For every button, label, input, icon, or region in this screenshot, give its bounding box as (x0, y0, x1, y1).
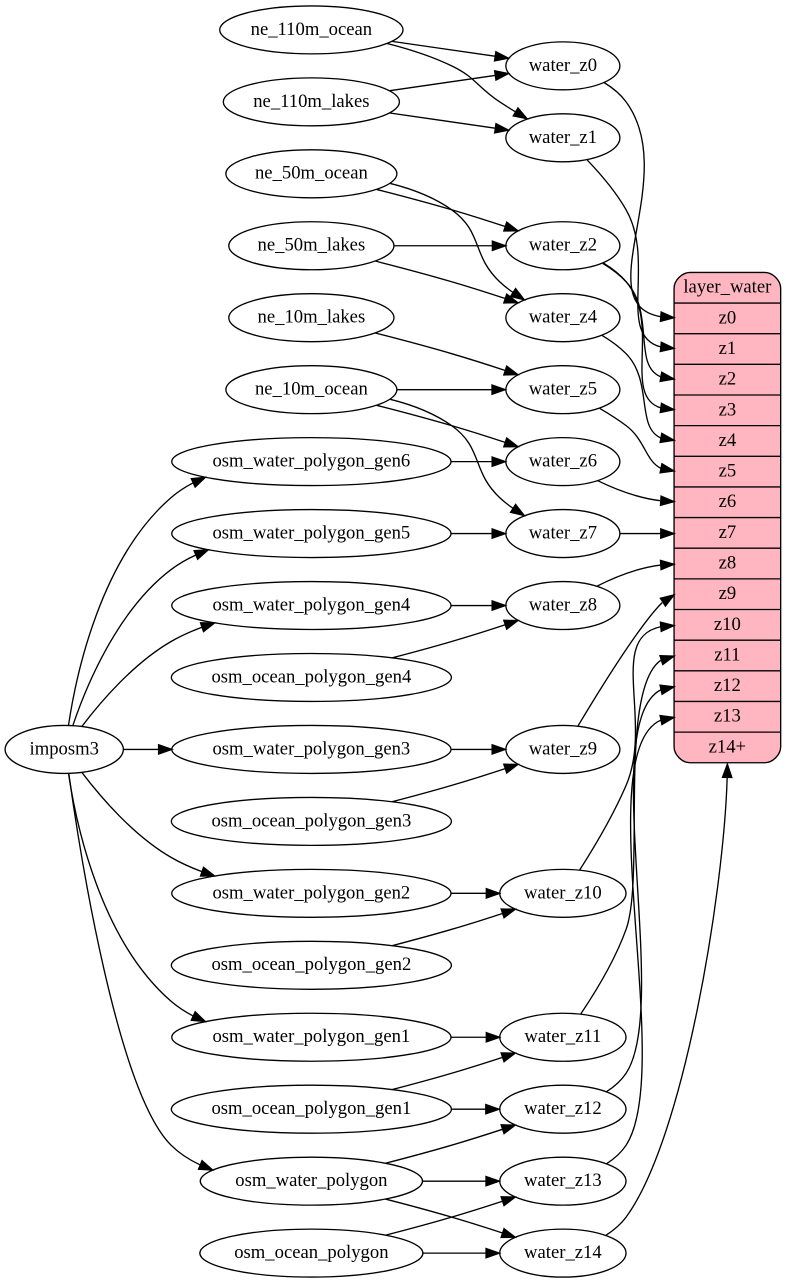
svg-text:layer_water: layer_water (683, 277, 772, 298)
svg-text:z1: z1 (719, 338, 737, 359)
svg-text:z5: z5 (719, 461, 737, 482)
svg-text:z6: z6 (719, 491, 737, 512)
svg-text:osm_water_polygon_gen6: osm_water_polygon_gen6 (212, 451, 410, 472)
svg-text:z9: z9 (719, 583, 737, 604)
svg-text:osm_water_polygon_gen2: osm_water_polygon_gen2 (212, 882, 410, 903)
svg-text:z7: z7 (719, 522, 737, 543)
svg-text:z4: z4 (719, 430, 737, 451)
svg-text:z10: z10 (714, 614, 741, 635)
svg-text:water_z12: water_z12 (524, 1098, 602, 1119)
svg-text:water_z9: water_z9 (529, 738, 597, 759)
svg-text:osm_ocean_polygon_gen1: osm_ocean_polygon_gen1 (211, 1098, 411, 1119)
svg-text:ne_50m_ocean: ne_50m_ocean (255, 163, 369, 184)
svg-text:water_z4: water_z4 (529, 307, 598, 328)
svg-text:osm_water_polygon_gen3: osm_water_polygon_gen3 (212, 738, 410, 759)
svg-text:osm_water_polygon_gen4: osm_water_polygon_gen4 (212, 594, 410, 615)
svg-text:imposm3: imposm3 (30, 738, 99, 759)
svg-text:z13: z13 (714, 706, 741, 727)
svg-text:osm_ocean_polygon_gen4: osm_ocean_polygon_gen4 (211, 666, 412, 687)
svg-text:z3: z3 (719, 399, 737, 420)
svg-text:water_z2: water_z2 (529, 235, 597, 256)
svg-text:water_z5: water_z5 (529, 379, 597, 400)
svg-text:osm_water_polygon_gen5: osm_water_polygon_gen5 (212, 522, 410, 543)
svg-text:osm_water_polygon_gen1: osm_water_polygon_gen1 (212, 1026, 410, 1047)
svg-text:z11: z11 (714, 644, 740, 665)
svg-text:osm_ocean_polygon_gen3: osm_ocean_polygon_gen3 (211, 810, 411, 831)
svg-text:water_z14: water_z14 (524, 1242, 602, 1263)
svg-text:z2: z2 (719, 369, 737, 390)
svg-text:z8: z8 (719, 552, 737, 573)
svg-text:z12: z12 (714, 675, 741, 696)
svg-text:ne_110m_lakes: ne_110m_lakes (253, 91, 369, 112)
svg-text:water_z11: water_z11 (524, 1026, 601, 1047)
svg-text:ne_10m_ocean: ne_10m_ocean (255, 379, 369, 400)
svg-text:osm_water_polygon: osm_water_polygon (235, 1170, 388, 1191)
svg-text:z0: z0 (719, 307, 737, 328)
svg-text:ne_10m_lakes: ne_10m_lakes (258, 307, 366, 328)
svg-text:osm_ocean_polygon_gen2: osm_ocean_polygon_gen2 (211, 954, 411, 975)
svg-text:water_z10: water_z10 (524, 882, 602, 903)
svg-text:ne_50m_lakes: ne_50m_lakes (258, 235, 366, 256)
svg-text:water_z8: water_z8 (529, 594, 597, 615)
svg-text:water_z13: water_z13 (524, 1170, 602, 1191)
svg-text:water_z0: water_z0 (529, 55, 597, 76)
svg-text:water_z1: water_z1 (529, 127, 597, 148)
svg-text:osm_ocean_polygon: osm_ocean_polygon (234, 1242, 389, 1263)
svg-text:ne_110m_ocean: ne_110m_ocean (251, 19, 373, 40)
svg-text:water_z6: water_z6 (529, 451, 597, 472)
svg-text:z14+: z14+ (709, 736, 746, 757)
svg-text:water_z7: water_z7 (529, 522, 597, 543)
